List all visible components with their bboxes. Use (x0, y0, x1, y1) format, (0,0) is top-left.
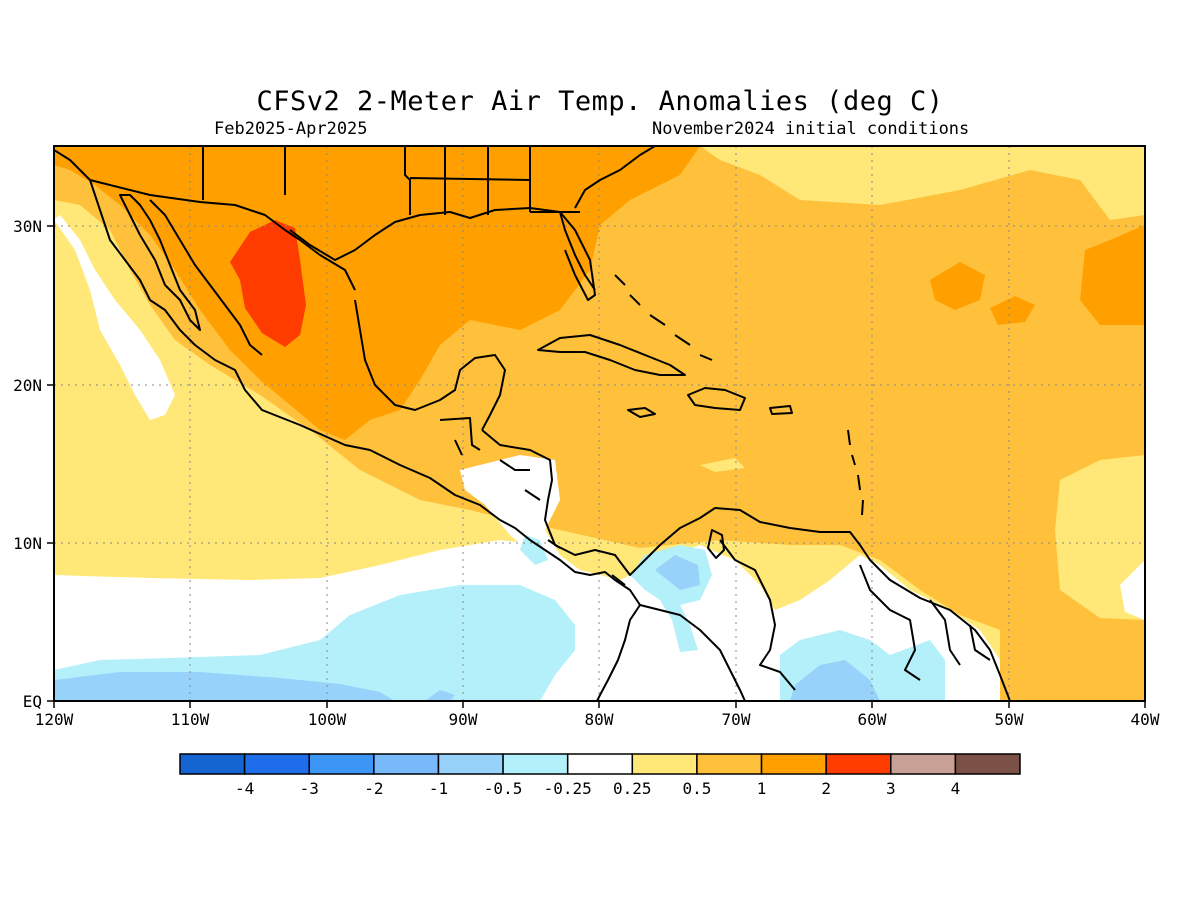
legend-swatch (890, 753, 957, 775)
us-east-coast (574, 146, 656, 209)
field-blue-pacific (54, 672, 395, 701)
legend-label: 3 (886, 779, 896, 798)
legend-swatch (696, 753, 763, 775)
field-white-pacific-north (54, 215, 175, 420)
legend-label: -0.25 (544, 779, 592, 798)
legend-swatch (954, 753, 1021, 775)
legend-swatch (373, 753, 440, 775)
legend-swatch (825, 753, 892, 775)
legend-swatch (631, 753, 698, 775)
field-red-core (230, 220, 306, 347)
field-orange-atlantic-1 (930, 262, 985, 310)
lon-label-40w: 40W (1131, 710, 1160, 729)
field-orange-north (54, 146, 700, 440)
bahamas (614, 274, 713, 361)
legend-swatch (566, 753, 634, 775)
legend-label: -0.5 (484, 779, 523, 798)
us-mexico-border (89, 179, 356, 291)
anomaly-fields (54, 146, 1145, 701)
legend-label: -4 (235, 779, 254, 798)
jamaica (627, 407, 656, 418)
field-blue-venezuela (790, 660, 880, 701)
legend-swatch (308, 753, 375, 775)
lon-label-50w: 50W (995, 710, 1024, 729)
lon-label-70w: 70W (722, 710, 751, 729)
lat-labels: EQ 10N 20N 30N (13, 217, 42, 711)
legend-label: -1 (429, 779, 448, 798)
lesser-antilles (847, 429, 864, 516)
field-blue-colombia (655, 555, 700, 590)
field-yellow-north (700, 146, 1145, 220)
tick-marks (47, 225, 1146, 708)
field-white-east-edge (1120, 560, 1145, 620)
lake-maracaibo (707, 529, 725, 559)
lat-label-20n: 20N (13, 376, 42, 395)
gulf-coastline (289, 207, 596, 431)
cuba (537, 334, 686, 376)
south-america-borders (639, 539, 991, 701)
field-blue-galapagos (425, 690, 455, 701)
field-yellow-east (1055, 455, 1145, 620)
field-yellow-caribbean (700, 458, 745, 472)
lon-label-60w: 60W (858, 710, 887, 729)
hispaniola (687, 387, 746, 411)
central-america-borders (439, 417, 626, 586)
pacific-coastline (54, 149, 641, 701)
legend-label: 0.5 (682, 779, 711, 798)
florida (559, 211, 596, 291)
legend-label: 2 (821, 779, 831, 798)
legend-swatch (179, 753, 246, 775)
grid-lines (54, 146, 1145, 701)
lon-label-100w: 100W (308, 710, 347, 729)
field-white-central-america (460, 455, 560, 560)
lat-label-10n: 10N (13, 534, 42, 553)
legend-label: 0.25 (613, 779, 652, 798)
legend-label: -2 (364, 779, 383, 798)
field-cyan-panama (520, 535, 548, 565)
legend-swatch (437, 753, 504, 775)
field-orange-east (1080, 225, 1145, 325)
field-orange-atlantic-2 (990, 296, 1035, 325)
lon-label-120w: 120W (35, 710, 74, 729)
legend-label: 4 (951, 779, 961, 798)
legend-label: -3 (300, 779, 319, 798)
legend-label: 1 (757, 779, 767, 798)
legend-swatch (502, 753, 569, 775)
color-legend: -4 -3 -2 -1 -0.5 -0.25 0.25 0.5 1 2 3 4 (179, 753, 1021, 798)
forecast-period: Feb2025-Apr2025 (214, 119, 368, 139)
lon-labels: 120W 110W 100W 90W 80W 70W 60W 50W 40W (35, 710, 1160, 729)
us-state-borders (202, 146, 580, 215)
baja-peninsula (119, 194, 201, 331)
lon-label-110w: 110W (171, 710, 210, 729)
central-america-caribbean-coast (481, 429, 1011, 701)
gulf-california-coast (149, 199, 263, 356)
legend-swatch (760, 753, 827, 775)
legend-swatch (243, 753, 310, 775)
coastlines (54, 146, 1011, 701)
field-yellow-pacific (54, 200, 1000, 701)
chart-title: CFSv2 2-Meter Air Temp. Anomalies (deg C… (256, 86, 944, 117)
lat-label-eq: EQ (23, 692, 42, 711)
puerto-rico (769, 405, 793, 415)
lon-label-80w: 80W (585, 710, 614, 729)
lat-label-30n: 30N (13, 217, 42, 236)
initial-conditions: November2024 initial conditions (652, 119, 970, 139)
lon-label-90w: 90W (449, 710, 478, 729)
